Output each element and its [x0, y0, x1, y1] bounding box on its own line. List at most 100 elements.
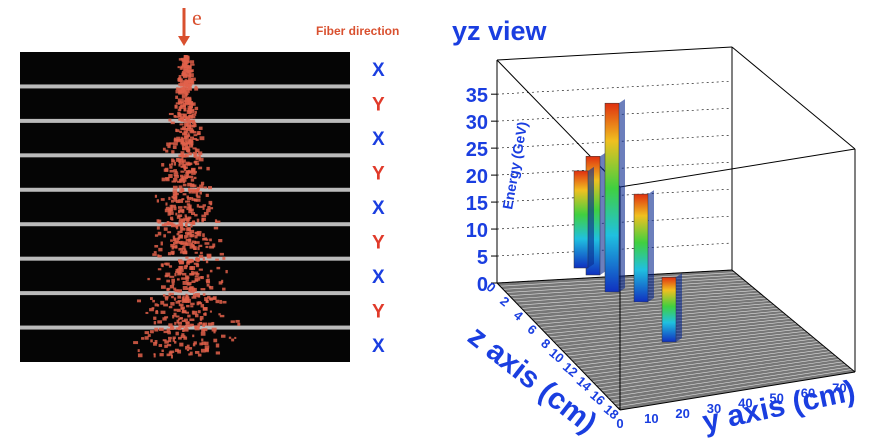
shower-hit [182, 329, 185, 332]
shower-hit [172, 189, 178, 193]
shower-hit [179, 107, 182, 111]
shower-hit [186, 304, 190, 308]
shower-hit [179, 130, 183, 134]
shower-hit [189, 229, 195, 234]
shower-hit [141, 337, 145, 340]
shower-hit [185, 163, 188, 166]
shower-hit [184, 176, 188, 179]
shower-hit [182, 73, 188, 77]
shower-hit [166, 353, 170, 357]
shower-hit [178, 241, 182, 245]
shower-hit [169, 211, 174, 215]
shower-hit [192, 244, 195, 248]
shower-hit [199, 184, 204, 189]
shower-hit [187, 108, 192, 112]
shower-hit [168, 265, 173, 268]
shower-hit [194, 110, 197, 114]
shower-hit [186, 281, 189, 285]
shower-hit [182, 280, 188, 285]
shower-hit [187, 324, 190, 328]
shower-hit [218, 313, 221, 316]
shower-hit [175, 327, 180, 330]
shower-hit [196, 148, 200, 153]
shower-hit [190, 212, 196, 216]
shower-hit [178, 154, 183, 158]
shower-hit [188, 298, 191, 303]
shower-hit [225, 269, 228, 274]
shower-hit [198, 268, 203, 271]
shower-hit [210, 207, 214, 210]
shower-hit [209, 269, 213, 273]
grid-line [496, 80, 733, 95]
shower-hit [184, 324, 188, 329]
shower-hit [166, 328, 171, 333]
shower-hit [190, 305, 194, 308]
shower-hit [196, 204, 199, 208]
shower-hit [188, 353, 191, 356]
shower-hit [202, 206, 205, 210]
shower-hit [177, 206, 183, 209]
shower-hit [181, 105, 187, 109]
shower-hit [180, 242, 184, 245]
shower-hit [174, 340, 177, 344]
shower-hit [185, 142, 190, 145]
shower-hit [188, 204, 192, 209]
shower-hit [177, 295, 182, 299]
shower-hit [181, 98, 184, 101]
box-edge [616, 369, 852, 408]
box-edge [540, 305, 776, 328]
shower-hit [177, 158, 182, 161]
shower-hit [182, 64, 185, 68]
shower-hit [154, 327, 159, 332]
shower-hit [199, 191, 202, 195]
shower-hit [195, 264, 200, 268]
box-edge [570, 330, 806, 360]
box-edge [598, 353, 834, 389]
shower-hit [199, 136, 205, 141]
shower-hit [177, 66, 180, 69]
shower-hit [176, 233, 180, 236]
shower-hit [160, 285, 166, 289]
shower-hit [178, 82, 183, 87]
shower-hit [170, 354, 173, 359]
shower-hit [165, 262, 170, 266]
shower-hit [234, 336, 237, 339]
shower-hit [183, 318, 188, 322]
shower-hit [197, 353, 202, 357]
shower-hit [192, 334, 195, 338]
energy-tick-label: 0 [477, 274, 488, 296]
energy-tick-label: 25 [466, 139, 488, 161]
shower-hit [178, 117, 183, 121]
shower-hit [171, 204, 176, 208]
shower-hit [215, 258, 219, 261]
shower-hit [187, 87, 192, 91]
shower-hit [185, 321, 190, 326]
shower-hit [178, 112, 182, 117]
shower-hit [172, 235, 176, 239]
shower-hit [196, 156, 201, 160]
shower-hit [194, 106, 199, 111]
shower-hit [185, 84, 190, 88]
shower-hit [178, 218, 182, 222]
fiber-separator [20, 222, 350, 227]
y-tick-label: 0 [616, 416, 623, 431]
shower-hit [190, 63, 195, 66]
shower-hit [178, 336, 182, 340]
shower-hit [175, 301, 181, 304]
shower-hit [179, 100, 185, 104]
shower-hit [186, 100, 192, 104]
shower-hit [187, 65, 192, 70]
fiber-separator [20, 291, 350, 296]
shower-hit [171, 295, 174, 299]
shower-hit [185, 238, 191, 242]
shower-hit [212, 243, 216, 248]
shower-hit [199, 251, 203, 255]
shower-hit [206, 283, 210, 287]
shower-hit [183, 135, 188, 140]
shower-hit [179, 260, 185, 265]
shower-hit [189, 351, 193, 356]
box-edge [564, 325, 800, 354]
shower-hit [172, 314, 175, 319]
shower-hit [172, 336, 176, 340]
z-tick-label: 6 [525, 321, 540, 337]
